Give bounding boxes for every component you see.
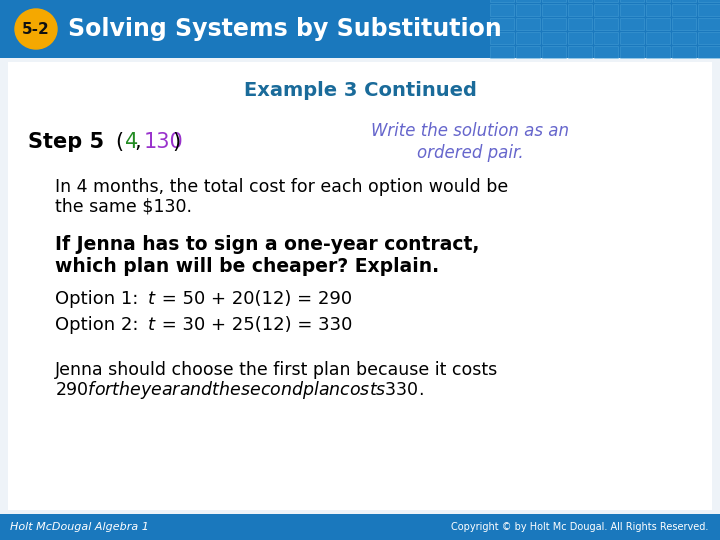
Bar [490, 46, 514, 58]
Bar [490, 0, 514, 2]
Bar [542, 32, 566, 44]
Bar [490, 18, 514, 30]
Bar [516, 0, 540, 2]
Bar [620, 18, 644, 30]
Text: ): ) [172, 132, 180, 152]
Text: $290 for the year and the second plan costs $330.: $290 for the year and the second plan co… [55, 379, 423, 401]
Bar [646, 32, 670, 44]
Bar [542, 46, 566, 58]
Text: 5-2: 5-2 [22, 22, 50, 37]
Bar [542, 4, 566, 16]
Text: t: t [148, 290, 155, 308]
Bar [646, 4, 670, 16]
Text: t: t [148, 316, 155, 334]
Text: the same $130.: the same $130. [55, 198, 192, 216]
Bar [568, 32, 592, 44]
Text: In 4 months, the total cost for each option would be: In 4 months, the total cost for each opt… [55, 178, 508, 196]
Bar [646, 0, 670, 2]
Bar [542, 18, 566, 30]
Bar [568, 0, 592, 2]
Text: ,: , [134, 132, 140, 152]
Text: = 30 + 25(12) = 330: = 30 + 25(12) = 330 [156, 316, 352, 334]
Bar [672, 46, 696, 58]
Bar [672, 32, 696, 44]
Bar [620, 46, 644, 58]
Bar [490, 32, 514, 44]
Bar [646, 46, 670, 58]
Bar [594, 46, 618, 58]
Bar [594, 32, 618, 44]
Bar [672, 4, 696, 16]
Text: Example 3 Continued: Example 3 Continued [243, 80, 477, 99]
Bar [8, 62, 712, 510]
Text: Option 1:: Option 1: [55, 290, 144, 308]
Bar [594, 18, 618, 30]
Bar [698, 18, 720, 30]
Text: (: ( [115, 132, 123, 152]
Bar [568, 46, 592, 58]
Bar [0, 58, 720, 514]
Text: ordered pair.: ordered pair. [417, 144, 523, 162]
Bar [698, 4, 720, 16]
Text: Option 2:: Option 2: [55, 316, 144, 334]
Ellipse shape [15, 9, 57, 49]
Text: Jenna should choose the first plan because it costs: Jenna should choose the first plan becau… [55, 361, 498, 379]
Bar [672, 0, 696, 2]
Bar [620, 32, 644, 44]
Text: Step 5: Step 5 [28, 132, 104, 152]
Bar [490, 4, 514, 16]
Bar [568, 4, 592, 16]
Bar [0, 0, 720, 58]
Text: 130: 130 [144, 132, 184, 152]
Bar [698, 0, 720, 2]
Bar [0, 514, 720, 540]
Bar [516, 46, 540, 58]
Bar [594, 4, 618, 16]
Text: 4: 4 [125, 132, 138, 152]
Bar [594, 0, 618, 2]
Bar [568, 18, 592, 30]
Bar [516, 18, 540, 30]
Text: Write the solution as an: Write the solution as an [371, 122, 569, 140]
Text: Holt McDougal Algebra 1: Holt McDougal Algebra 1 [10, 522, 149, 532]
Text: Copyright © by Holt Mc Dougal. All Rights Reserved.: Copyright © by Holt Mc Dougal. All Right… [451, 522, 708, 532]
Bar [516, 4, 540, 16]
Bar [698, 46, 720, 58]
Text: which plan will be cheaper? Explain.: which plan will be cheaper? Explain. [55, 256, 439, 275]
Text: If Jenna has to sign a one-year contract,: If Jenna has to sign a one-year contract… [55, 234, 480, 253]
Text: = 50 + 20(12) = 290: = 50 + 20(12) = 290 [156, 290, 352, 308]
Text: Solving Systems by Substitution: Solving Systems by Substitution [68, 17, 502, 41]
Bar [542, 0, 566, 2]
Bar [620, 0, 644, 2]
Bar [646, 18, 670, 30]
Bar [620, 4, 644, 16]
Bar [698, 32, 720, 44]
Bar [516, 32, 540, 44]
Bar [672, 18, 696, 30]
